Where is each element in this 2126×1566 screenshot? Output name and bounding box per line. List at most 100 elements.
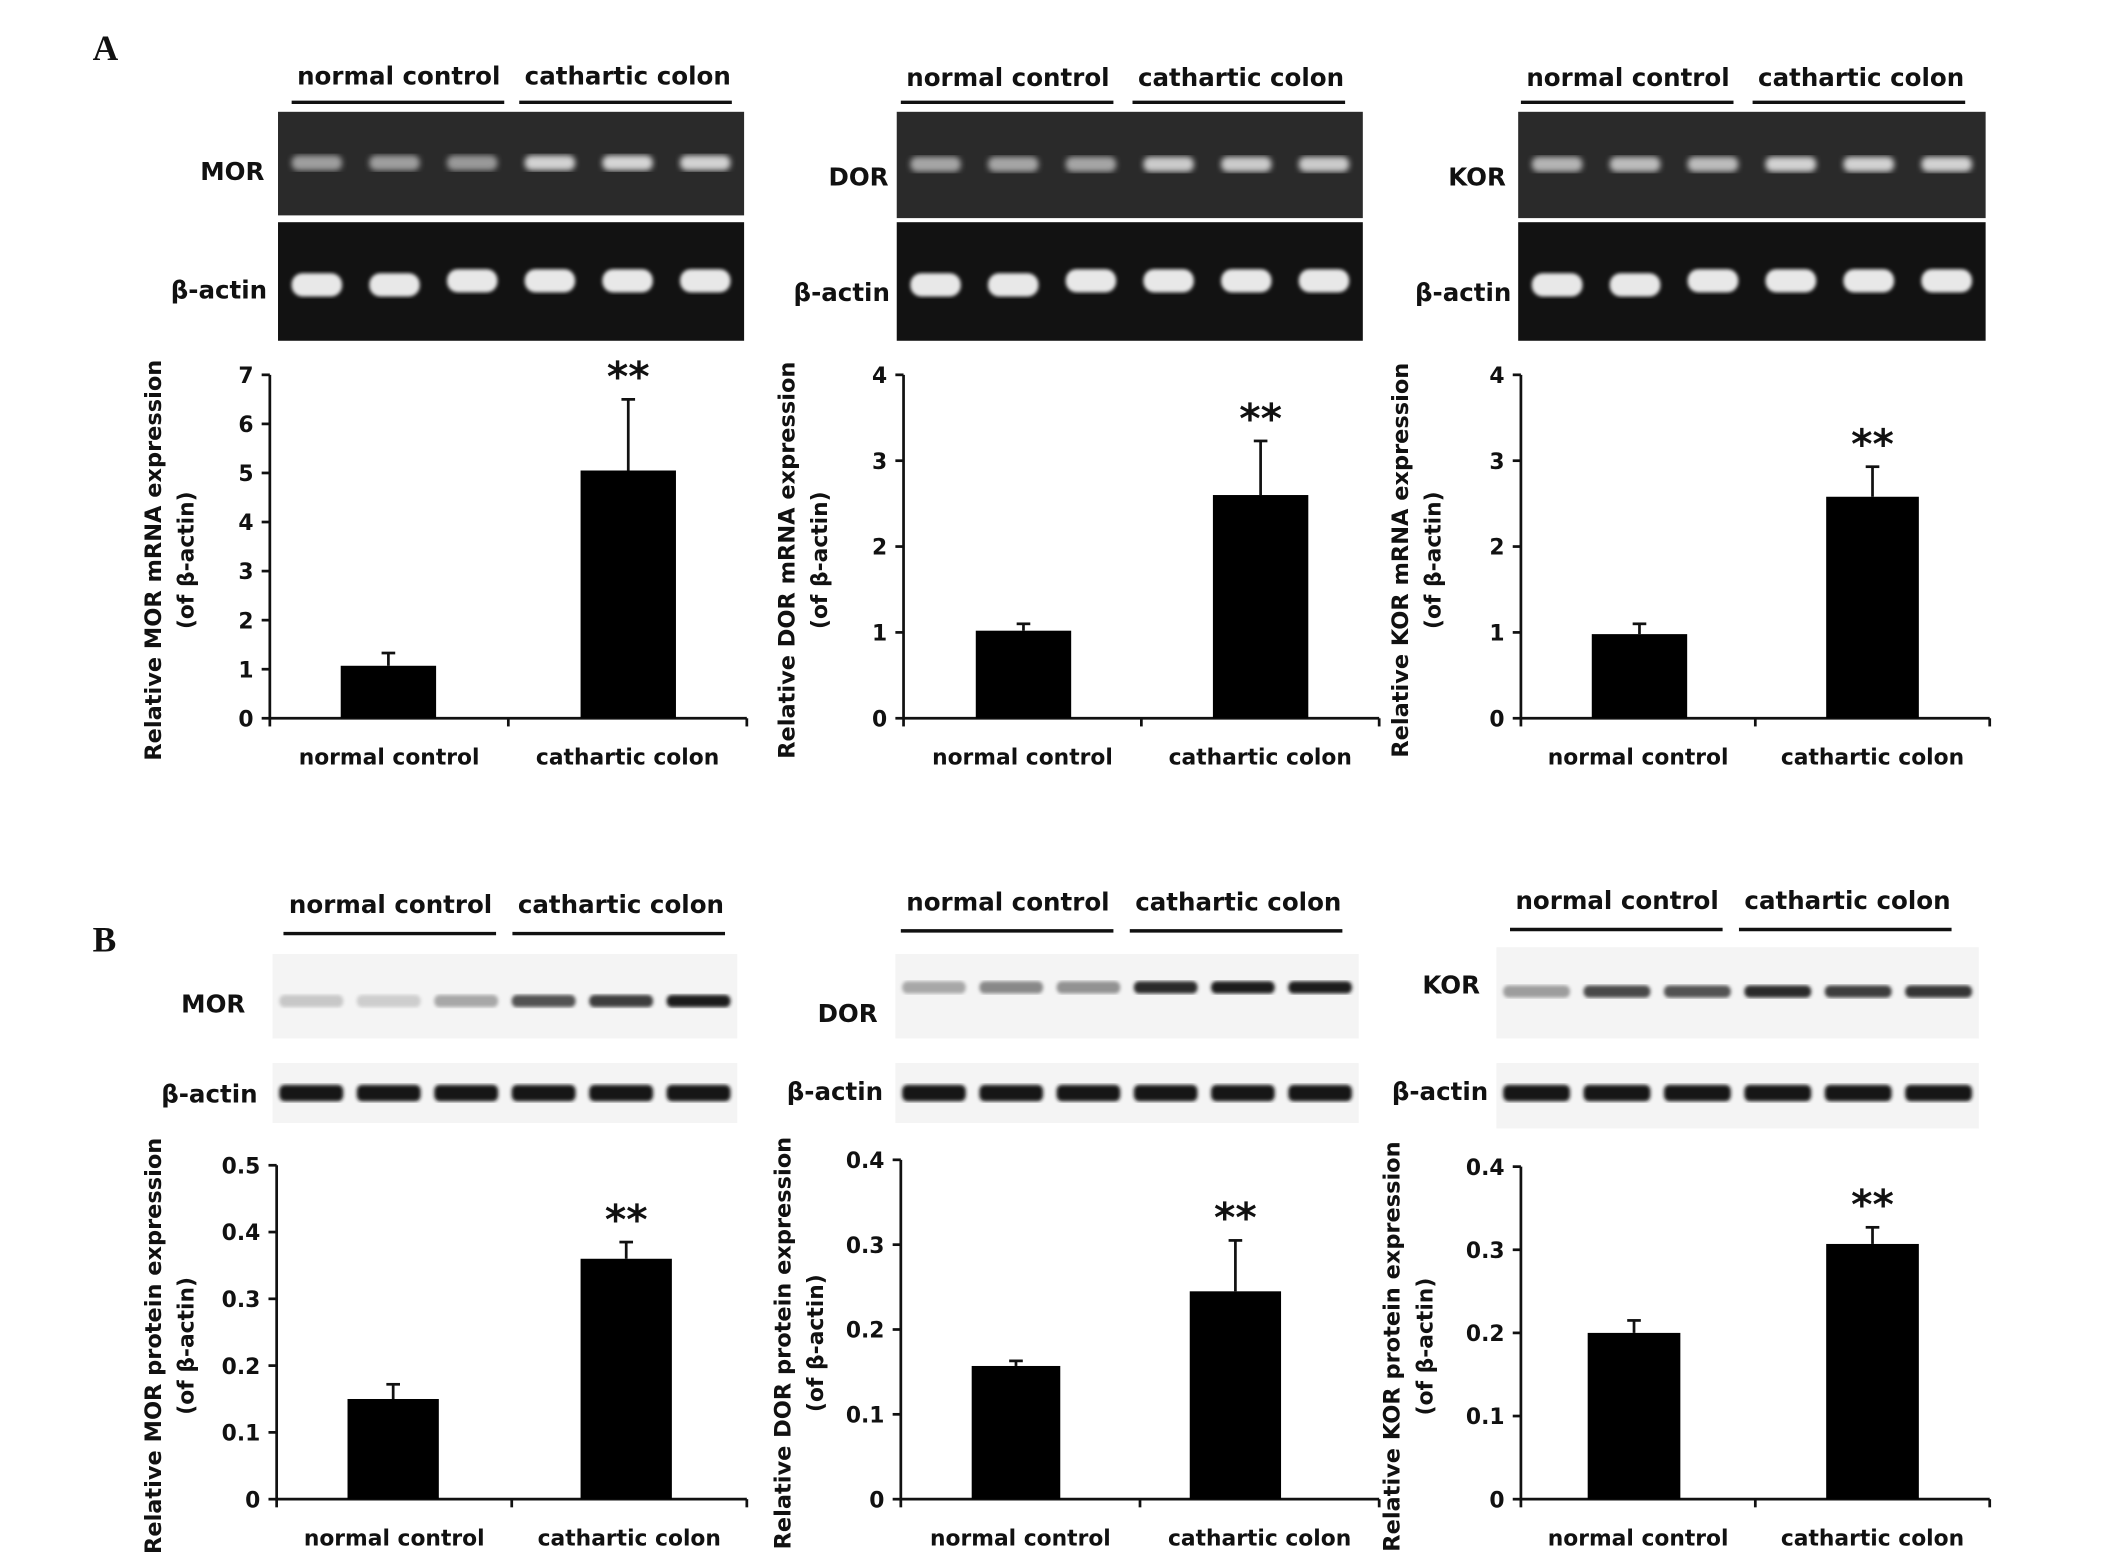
bar-normal-control bbox=[971, 1365, 1061, 1500]
target-label: DOR bbox=[818, 999, 878, 1028]
gel-actin-image bbox=[896, 222, 1363, 341]
bar-normal-control bbox=[1591, 634, 1688, 719]
y-tick-label: 0 bbox=[869, 1488, 884, 1513]
actin-band bbox=[1664, 1084, 1731, 1102]
y-axis-label: Relative MOR protein expression bbox=[141, 1138, 167, 1554]
western-actin-image bbox=[272, 1063, 738, 1124]
gel-band bbox=[1765, 156, 1817, 172]
y-tick-label: 0.1 bbox=[222, 1422, 261, 1447]
loading-label: β-actin bbox=[171, 276, 267, 305]
group-header: normal control bbox=[906, 63, 1109, 92]
western-band bbox=[1824, 985, 1892, 998]
gel-band bbox=[447, 155, 498, 171]
significance-annotation: ** bbox=[1239, 395, 1282, 443]
actin-band bbox=[589, 1084, 654, 1102]
actin-band bbox=[1056, 1084, 1121, 1102]
y-axis-label: (of β-actin) bbox=[175, 491, 200, 629]
western-band bbox=[666, 994, 731, 1008]
target-label: MOR bbox=[181, 990, 245, 1019]
bar-cathartic-colon bbox=[1212, 495, 1309, 719]
loading-label: β-actin bbox=[794, 278, 890, 307]
actin-band bbox=[291, 273, 343, 297]
y-tick-label: 0 bbox=[1489, 1488, 1504, 1513]
x-tick-label: cathartic colon bbox=[1781, 1526, 1964, 1551]
y-tick-label: 0.5 bbox=[222, 1154, 261, 1179]
western-actin-image bbox=[1496, 1063, 1979, 1129]
x-tick-label: normal control bbox=[299, 746, 480, 771]
bar-cathartic-colon bbox=[580, 470, 676, 719]
y-tick-label: 1 bbox=[1489, 622, 1504, 647]
actin-band bbox=[1687, 269, 1739, 293]
western-target-image bbox=[895, 954, 1359, 1039]
actin-band bbox=[666, 1084, 731, 1102]
y-axis-label: Relative DOR protein expression bbox=[770, 1137, 796, 1550]
gel-actin-image bbox=[1518, 222, 1986, 341]
chart-A-0: 0 1 2 3 4 5 6 7 Relative MOR mRNA expression (of … bbox=[141, 353, 749, 771]
y-tick-label: 1 bbox=[238, 658, 253, 683]
y-tick-label: 0 bbox=[872, 707, 887, 732]
actin-band bbox=[279, 1084, 344, 1102]
bar-normal-control bbox=[1587, 1332, 1681, 1500]
western-target-image bbox=[1496, 947, 1979, 1039]
group-header: cathartic colon bbox=[518, 890, 724, 919]
group-header: normal control bbox=[297, 62, 500, 91]
gel-band bbox=[1843, 156, 1895, 172]
gel-band bbox=[1298, 156, 1350, 172]
y-tick-label: 7 bbox=[238, 364, 253, 389]
western-band bbox=[1133, 981, 1198, 994]
actin-band bbox=[1298, 269, 1350, 293]
actin-band bbox=[902, 1084, 966, 1102]
y-tick-label: 0 bbox=[245, 1488, 260, 1513]
y-tick-label: 0 bbox=[238, 707, 253, 732]
blot-A-dor: normal control cathartic colon DOR β-actin bbox=[794, 63, 1363, 341]
y-tick-label: 2 bbox=[238, 609, 253, 634]
y-axis-label: Relative KOR mRNA expression bbox=[1388, 363, 1414, 758]
actin-band bbox=[910, 273, 961, 297]
bar-normal-control bbox=[347, 1398, 439, 1500]
actin-band bbox=[1143, 269, 1194, 293]
bar-normal-control bbox=[975, 630, 1072, 719]
y-tick-label: 0.3 bbox=[846, 1234, 885, 1259]
panel-label-a: A bbox=[93, 28, 119, 68]
loading-label: β-actin bbox=[787, 1077, 883, 1106]
blot-A-kor: normal control cathartic colon KOR β-actin bbox=[1415, 63, 1986, 341]
x-tick-label: normal control bbox=[1548, 1526, 1729, 1551]
gel-band bbox=[1065, 156, 1117, 172]
y-tick-label: 4 bbox=[872, 364, 887, 389]
group-header: normal control bbox=[1515, 886, 1718, 915]
y-axis-label: (of β-actin) bbox=[804, 1274, 829, 1412]
actin-band bbox=[1609, 273, 1661, 297]
gel-band bbox=[1687, 156, 1739, 172]
chart-B-1: 0 0.1 0.2 0.3 0.4 Relative DOR protein expres… bbox=[770, 1137, 1381, 1551]
actin-band bbox=[434, 1084, 499, 1102]
actin-band bbox=[1288, 1084, 1352, 1102]
y-tick-label: 5 bbox=[238, 462, 253, 487]
chart-A-2: 0 1 2 3 4 Relative KOR mRNA expression (of β-a… bbox=[1388, 363, 1992, 771]
actin-band bbox=[1133, 1084, 1198, 1102]
western-band bbox=[434, 994, 499, 1008]
group-header: cathartic colon bbox=[1744, 886, 1950, 915]
gel-target-image bbox=[896, 111, 1363, 219]
y-tick-label: 0.1 bbox=[846, 1404, 885, 1429]
y-tick-label: 0.4 bbox=[846, 1149, 885, 1174]
significance-annotation: ** bbox=[1851, 421, 1894, 469]
x-tick-label: normal control bbox=[304, 1526, 485, 1551]
significance-annotation: ** bbox=[1214, 1194, 1257, 1242]
y-axis-label: Relative DOR mRNA expression bbox=[775, 362, 801, 759]
blot-A-mor: normal control cathartic colon MOR β-actin bbox=[171, 62, 745, 341]
y-tick-label: 4 bbox=[238, 511, 253, 536]
gel-band bbox=[680, 155, 731, 171]
bar-cathartic-colon bbox=[1826, 496, 1919, 719]
bar-cathartic-colon bbox=[1826, 1243, 1919, 1500]
significance-annotation: ** bbox=[1851, 1181, 1894, 1229]
y-axis-label: (of β-actin) bbox=[808, 491, 833, 629]
western-band bbox=[279, 994, 344, 1008]
y-tick-label: 0.2 bbox=[222, 1355, 261, 1380]
significance-annotation: ** bbox=[605, 1196, 648, 1244]
actin-band bbox=[1211, 1084, 1275, 1102]
target-label: KOR bbox=[1422, 971, 1480, 1000]
y-tick-label: 4 bbox=[1489, 364, 1504, 389]
blot-B-mor: normal control cathartic colon MOR β-actin bbox=[161, 890, 738, 1124]
y-tick-label: 2 bbox=[872, 536, 887, 561]
